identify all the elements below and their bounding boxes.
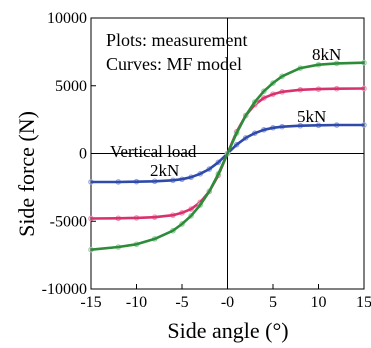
tick-labels: -15 -10 -5 -0 5 10 15 10000 5000 0 -5000 -10000 <box>42 10 371 311</box>
plots-note: Plots: measurement <box>106 30 247 50</box>
series-label-5kN: 5kN <box>297 107 326 126</box>
x-tick-label: 10 <box>311 294 327 311</box>
data-point <box>261 88 267 94</box>
data-point <box>233 141 240 148</box>
data-point <box>215 159 222 166</box>
data-point <box>270 80 276 86</box>
series-2kN <box>88 122 367 185</box>
y-tick-label: 5000 <box>55 78 87 95</box>
y-tick-label: -10000 <box>42 281 87 298</box>
vertical-load-label: Vertical load <box>110 142 197 161</box>
y-axis-title: Side force (N) <box>14 111 39 237</box>
x-tick-label: -10 <box>126 294 147 311</box>
curves-note: Curves: MF model <box>106 54 242 74</box>
x-tick-label: -15 <box>80 294 101 311</box>
series-label-8kN: 8kN <box>312 45 341 64</box>
series-line-8kN <box>90 61 365 251</box>
x-tick-label: 5 <box>269 294 277 311</box>
x-tick-label: -5 <box>175 294 188 311</box>
x-tick-label: -0 <box>221 294 234 311</box>
series-8kN <box>88 59 367 253</box>
data-point <box>179 221 185 227</box>
series-label-2kN: 2kN <box>150 161 179 180</box>
y-tick-label: 0 <box>79 146 87 163</box>
x-tick-label: 15 <box>356 294 371 311</box>
series-group <box>88 59 367 253</box>
data-point <box>188 213 194 219</box>
y-tick-label: -5000 <box>50 213 87 230</box>
x-axis-title: Side angle (°) <box>167 318 288 343</box>
y-tick-label: 10000 <box>47 10 87 27</box>
